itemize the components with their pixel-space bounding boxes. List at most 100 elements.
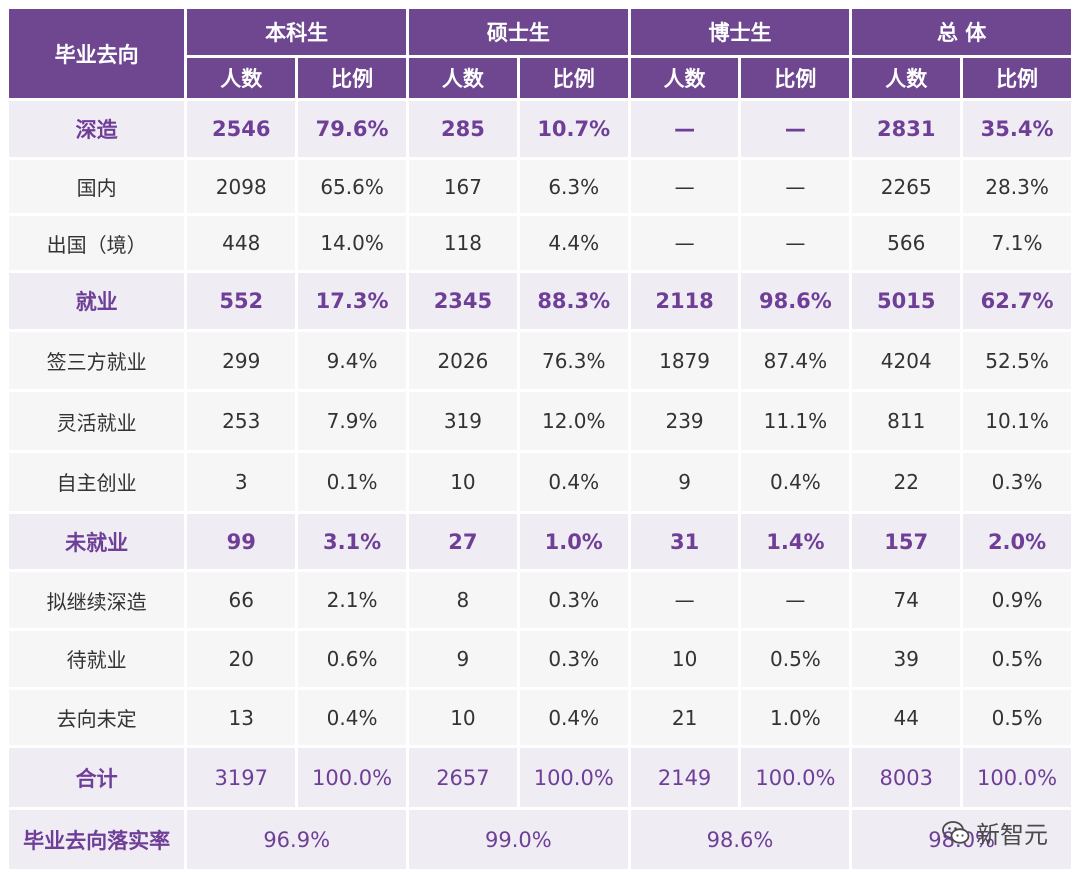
- rate-row: 毕业去向落实率 96.9% 99.0% 98.6% 98.0%: [9, 810, 1071, 869]
- table-cell: 3.1%: [298, 513, 406, 570]
- header-subcol-count: 人数: [187, 58, 296, 98]
- table-cell: 2098: [187, 159, 296, 214]
- table-cell: 2.0%: [963, 513, 1071, 570]
- table-cell: 2149: [630, 748, 739, 808]
- table-cell: 74: [852, 572, 961, 629]
- table-cell: 22: [852, 453, 961, 511]
- table-cell: 4204: [852, 331, 961, 390]
- table-cell: 11.1%: [741, 392, 850, 451]
- rate-cell-doctor: 98.6%: [630, 810, 850, 869]
- table-cell: 100.0%: [741, 748, 850, 808]
- table-cell: —: [630, 572, 739, 629]
- table-cell: 811: [852, 392, 961, 451]
- row-label: 就业: [9, 272, 185, 329]
- table-cell: 27: [409, 513, 517, 570]
- table-cell: 10.1%: [963, 392, 1071, 451]
- table-cell: 10: [409, 689, 517, 746]
- table-cell: 6.3%: [519, 159, 628, 214]
- table-cell: 2118: [630, 272, 739, 329]
- row-label: 出国（境）: [9, 216, 185, 270]
- wechat-icon: [942, 820, 970, 844]
- table-row: 深造 2546 79.6% 285 10.7% — — 2831 35.4%: [9, 101, 1071, 157]
- header-row-subcols: 人数 比例 人数 比例 人数 比例 人数 比例: [9, 58, 1071, 98]
- table-cell: 285: [409, 101, 517, 157]
- table-cell: 1.0%: [741, 689, 850, 746]
- header-subcol-ratio: 比例: [298, 58, 406, 98]
- table-cell: 99: [187, 513, 296, 570]
- table-cell: 100.0%: [298, 748, 406, 808]
- table-cell: —: [741, 572, 850, 629]
- table-cell: 118: [409, 216, 517, 270]
- table-cell: 100.0%: [519, 748, 628, 808]
- table-cell: —: [741, 216, 850, 270]
- table-cell: 299: [187, 331, 296, 390]
- header-group-master: 硕士生: [409, 9, 628, 55]
- table-cell: 10.7%: [519, 101, 628, 157]
- table-cell: 35.4%: [963, 101, 1071, 157]
- total-row: 合计 3197 100.0% 2657 100.0% 2149 100.0% 8…: [9, 748, 1071, 808]
- table-cell: 13: [187, 689, 296, 746]
- row-label: 合计: [9, 748, 185, 808]
- header-subcol-ratio: 比例: [741, 58, 850, 98]
- table-cell: 10: [630, 631, 739, 687]
- table-cell: 0.6%: [298, 631, 406, 687]
- row-label: 深造: [9, 101, 185, 157]
- row-label: 去向未定: [9, 689, 185, 746]
- table-cell: 2.1%: [298, 572, 406, 629]
- table-cell: 239: [630, 392, 739, 451]
- header-subcol-ratio: 比例: [519, 58, 628, 98]
- header-subcol-ratio: 比例: [963, 58, 1071, 98]
- row-label: 待就业: [9, 631, 185, 687]
- table-cell: 31: [630, 513, 739, 570]
- table-cell: 2026: [409, 331, 517, 390]
- row-label: 自主创业: [9, 453, 185, 511]
- table-cell: 566: [852, 216, 961, 270]
- table-row: 国内 2098 65.6% 167 6.3% — — 2265 28.3%: [9, 159, 1071, 214]
- table-cell: 65.6%: [298, 159, 406, 214]
- table-cell: 7.1%: [963, 216, 1071, 270]
- watermark-text: 新智元: [976, 821, 1048, 849]
- graduation-destination-table: 毕业去向 本科生 硕士生 博士生 总 体 人数 比例 人数 比例 人数 比例 人…: [6, 6, 1074, 872]
- table-cell: 167: [409, 159, 517, 214]
- row-label: 灵活就业: [9, 392, 185, 451]
- table-cell: 157: [852, 513, 961, 570]
- row-label: 未就业: [9, 513, 185, 570]
- table-cell: 10: [409, 453, 517, 511]
- table-cell: 66: [187, 572, 296, 629]
- table-row: 去向未定 13 0.4% 10 0.4% 21 1.0% 44 0.5%: [9, 689, 1071, 746]
- row-label: 签三方就业: [9, 331, 185, 390]
- table-row: 未就业 99 3.1% 27 1.0% 31 1.4% 157 2.0%: [9, 513, 1071, 570]
- rate-cell-master: 99.0%: [409, 810, 628, 869]
- table-cell: 9: [409, 631, 517, 687]
- header-subcol-count: 人数: [630, 58, 739, 98]
- table-cell: —: [630, 216, 739, 270]
- header-group-overall: 总 体: [852, 9, 1071, 55]
- table-cell: 100.0%: [963, 748, 1071, 808]
- table-cell: 98.6%: [741, 272, 850, 329]
- table-cell: 0.1%: [298, 453, 406, 511]
- table-row: 出国（境） 448 14.0% 118 4.4% — — 566 7.1%: [9, 216, 1071, 270]
- table-cell: 552: [187, 272, 296, 329]
- table-cell: 253: [187, 392, 296, 451]
- table-cell: 0.5%: [741, 631, 850, 687]
- table-cell: 0.4%: [519, 453, 628, 511]
- table-cell: 448: [187, 216, 296, 270]
- table-cell: 3197: [187, 748, 296, 808]
- table-cell: 2345: [409, 272, 517, 329]
- table-cell: 8: [409, 572, 517, 629]
- table-cell: 0.4%: [519, 689, 628, 746]
- header-subcol-count: 人数: [852, 58, 961, 98]
- table-cell: —: [741, 101, 850, 157]
- header-row-label: 毕业去向: [9, 9, 185, 98]
- table-cell: 3: [187, 453, 296, 511]
- table-cell: 20: [187, 631, 296, 687]
- table-cell: 39: [852, 631, 961, 687]
- table-row: 就业 552 17.3% 2345 88.3% 2118 98.6% 5015 …: [9, 272, 1071, 329]
- table-cell: 0.3%: [963, 453, 1071, 511]
- table-cell: 9: [630, 453, 739, 511]
- table-cell: —: [630, 159, 739, 214]
- table-cell: 0.3%: [519, 572, 628, 629]
- watermark: 新智元: [942, 815, 1048, 850]
- table-row: 拟继续深造 66 2.1% 8 0.3% — — 74 0.9%: [9, 572, 1071, 629]
- table-row: 灵活就业 253 7.9% 319 12.0% 239 11.1% 811 10…: [9, 392, 1071, 451]
